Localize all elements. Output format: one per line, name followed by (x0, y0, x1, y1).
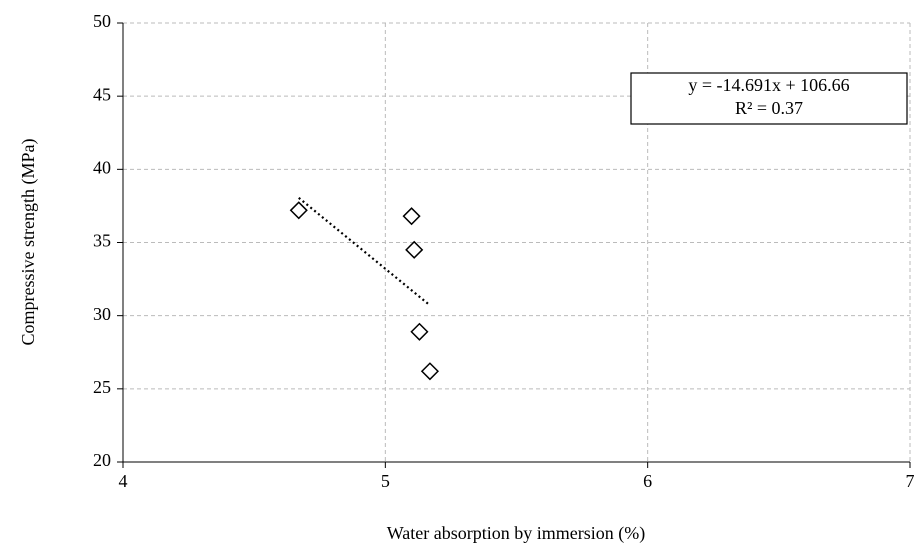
point (420, 362, 439, 381)
trendline (298, 196, 431, 307)
x-axis-label: Water absorption by immersion (%) (387, 523, 646, 544)
y-tick-label: 20 (93, 450, 111, 470)
annotation-text: R² = 0.37 (735, 98, 803, 118)
y-axis-label: Compressive strength (MPa) (18, 139, 39, 346)
y-tick-label: 30 (93, 304, 111, 324)
y-tick-label: 25 (93, 377, 111, 397)
x-tick-label: 5 (381, 471, 390, 491)
annotation-text: y = -14.691x + 106.66 (688, 75, 849, 95)
point (289, 201, 308, 220)
annotation-box (630, 72, 908, 125)
y-tick-label: 35 (93, 231, 111, 251)
y-tick-label: 50 (93, 11, 111, 31)
point (405, 240, 424, 259)
x-tick-label: 7 (906, 471, 915, 491)
point (410, 322, 429, 341)
x-tick-label: 6 (643, 471, 652, 491)
point (402, 207, 421, 226)
y-tick-label: 45 (93, 84, 111, 104)
x-tick-label: 4 (119, 471, 128, 491)
y-tick-label: 40 (93, 157, 111, 177)
